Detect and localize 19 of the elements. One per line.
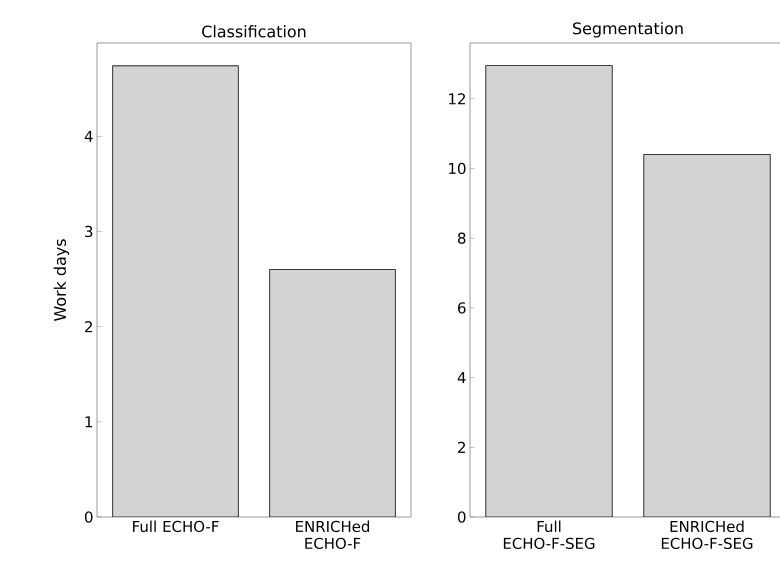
x-tick-label: Full ECHO-F [133,520,219,532]
y-tick-label: 10 [449,162,466,174]
y-tick-label: 8 [458,232,466,244]
x-tick-label: ENRICHed ECHO-F-SEG [662,520,752,550]
y-tick-label: 3 [85,226,92,238]
y-tick-label: 1 [86,416,92,428]
y-tick-label: 2 [458,442,465,453]
chart-title: Classification [202,25,306,38]
y-tick-label: 0 [84,511,92,523]
y-tick-label: 4 [458,372,466,384]
y-tick-label: 0 [458,511,466,523]
y-axis-title: Work days [54,239,70,321]
x-tick-label: Full ECHO-F-SEG [504,520,594,550]
y-tick-label: 6 [458,302,466,314]
y-tick-label: 12 [449,93,465,104]
chart-title: Segmentation [573,22,683,38]
y-tick-label: 4 [84,130,93,142]
y-tick-label: 2 [85,321,92,332]
x-tick-label: ENRICHed ECHO-F [296,520,370,550]
